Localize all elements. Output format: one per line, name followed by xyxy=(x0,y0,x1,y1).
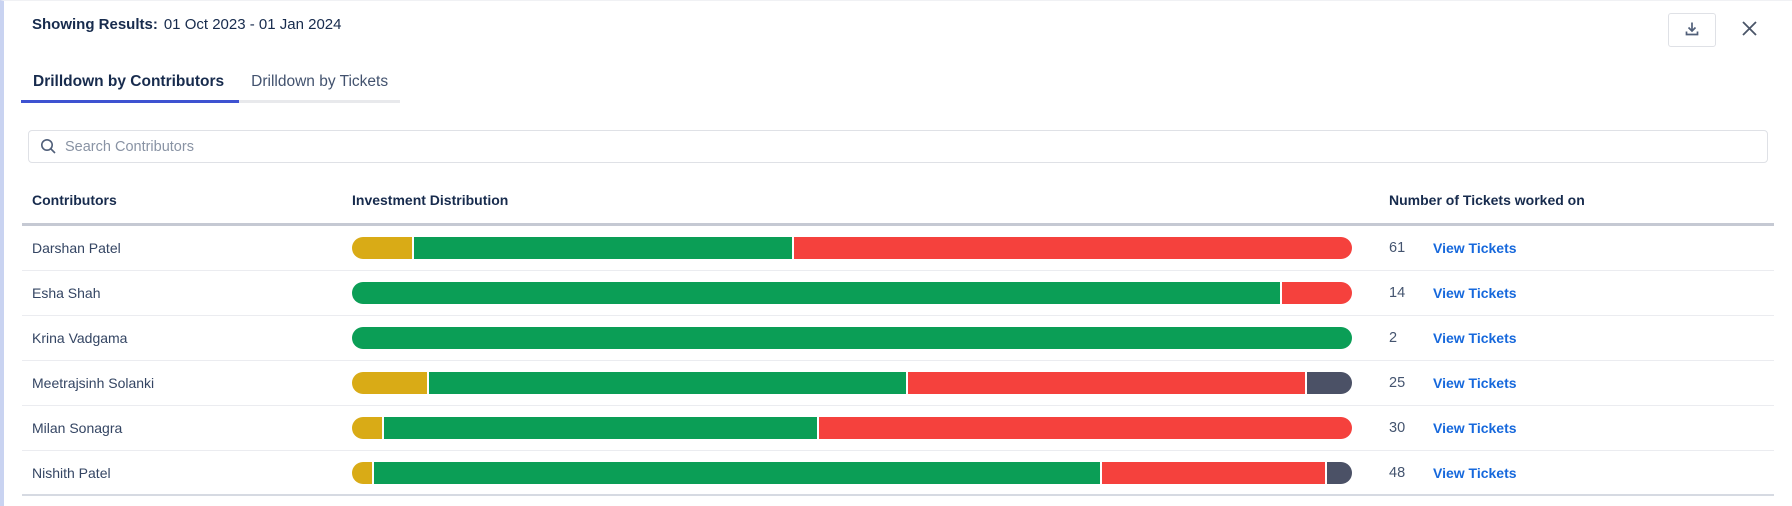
investment-distribution-bar xyxy=(352,417,1352,439)
column-header-investment-distribution: Investment Distribution xyxy=(352,191,509,208)
investment-distribution-bar xyxy=(352,282,1352,304)
red-segment[interactable] xyxy=(1282,282,1352,304)
investment-distribution-bar xyxy=(352,372,1352,394)
contributor-name: Milan Sonagra xyxy=(32,420,123,436)
search-bar xyxy=(28,130,1768,163)
slate-segment[interactable] xyxy=(1327,461,1352,484)
green-segment[interactable] xyxy=(352,327,1352,349)
green-segment[interactable] xyxy=(413,237,793,259)
table-row: Esha Shah 14 View Tickets xyxy=(22,271,1774,316)
ticket-count: 14 xyxy=(1389,285,1406,301)
table-row: Darshan Patel 61 View Tickets xyxy=(22,226,1774,271)
table-row: Milan Sonagra 30 View Tickets xyxy=(22,406,1774,451)
ticket-count: 2 xyxy=(1389,330,1398,346)
investment-distribution-cell xyxy=(352,417,1352,439)
view-tickets-link[interactable]: View Tickets xyxy=(1433,464,1517,481)
table-header-row: Contributors Investment Distribution Num… xyxy=(22,176,1774,226)
tickets-cell: 25 View Tickets xyxy=(1352,375,1774,391)
investment-distribution-bar xyxy=(352,461,1352,484)
contributor-name: Nishith Patel xyxy=(32,464,111,481)
ticket-count: 25 xyxy=(1389,375,1406,391)
view-tickets-link[interactable]: View Tickets xyxy=(1433,420,1517,436)
green-segment[interactable] xyxy=(383,417,818,439)
contributor-name: Darshan Patel xyxy=(32,240,121,256)
investment-distribution-cell xyxy=(352,327,1352,349)
investment-distribution-cell xyxy=(352,237,1353,259)
investment-distribution-bar xyxy=(352,327,1352,349)
red-segment[interactable] xyxy=(907,372,1306,394)
view-tickets-link[interactable]: View Tickets xyxy=(1433,240,1517,256)
search-input[interactable] xyxy=(28,130,1768,163)
green-segment[interactable] xyxy=(428,372,906,394)
investment-distribution-cell xyxy=(352,461,1352,484)
red-segment[interactable] xyxy=(1101,461,1326,484)
contributor-name: Esha Shah xyxy=(32,285,101,301)
ticket-count: 30 xyxy=(1389,420,1406,436)
slate-segment[interactable] xyxy=(1307,372,1352,394)
green-segment[interactable] xyxy=(352,282,1281,304)
gold-segment[interactable] xyxy=(352,237,412,259)
red-segment[interactable] xyxy=(794,237,1353,259)
green-segment[interactable] xyxy=(373,461,1100,484)
search-icon xyxy=(39,137,58,161)
showing-results-label: Showing Results: xyxy=(32,16,158,33)
top-actions xyxy=(1668,13,1764,47)
close-button[interactable] xyxy=(1734,15,1764,45)
investment-distribution-cell xyxy=(352,282,1352,304)
tab-bar: Drilldown by Contributors Drilldown by T… xyxy=(21,63,1792,103)
tickets-cell: 30 View Tickets xyxy=(1352,420,1774,436)
showing-results-value: 01 Oct 2023 - 01 Jan 2024 xyxy=(163,16,342,33)
showing-results: Showing Results: 01 Oct 2023 - 01 Jan 202… xyxy=(32,15,341,35)
tickets-cell: 14 View Tickets xyxy=(1352,285,1774,301)
ticket-count: 48 xyxy=(1389,464,1406,481)
view-tickets-link[interactable]: View Tickets xyxy=(1433,375,1517,391)
contributor-name: Meetrajsinh Solanki xyxy=(32,375,155,391)
table-row: Krina Vadgama 2 View Tickets xyxy=(22,316,1774,361)
ticket-count: 61 xyxy=(1389,240,1406,256)
investment-distribution-cell xyxy=(352,372,1352,394)
top-bar: Showing Results: 01 Oct 2023 - 01 Jan 202… xyxy=(4,1,1792,53)
contributors-table: Contributors Investment Distribution Num… xyxy=(22,176,1774,496)
gold-segment[interactable] xyxy=(352,417,382,439)
download-icon xyxy=(1683,20,1701,41)
investment-distribution-bar xyxy=(352,237,1353,259)
table-body: Darshan Patel 61 View Tickets Esha Shah 14 Vi… xyxy=(22,226,1774,496)
gold-segment[interactable] xyxy=(352,372,427,394)
tickets-cell: 48 View Tickets xyxy=(1352,465,1774,481)
download-button[interactable] xyxy=(1668,13,1716,47)
contributor-name: Krina Vadgama xyxy=(32,330,128,346)
close-icon xyxy=(1739,18,1760,42)
red-segment[interactable] xyxy=(819,417,1352,439)
view-tickets-link[interactable]: View Tickets xyxy=(1433,330,1517,346)
tab-drilldown-by-contributors[interactable]: Drilldown by Contributors xyxy=(21,63,240,103)
table-row: Nishith Patel 48 View Tickets xyxy=(22,451,1774,496)
tickets-cell: 61 View Tickets xyxy=(1352,240,1774,256)
column-header-number-of-tickets: Number of Tickets worked on xyxy=(1389,191,1585,208)
tab-drilldown-by-tickets[interactable]: Drilldown by Tickets xyxy=(239,63,401,103)
view-tickets-link[interactable]: View Tickets xyxy=(1433,285,1517,301)
column-header-contributors: Contributors xyxy=(32,191,117,208)
tickets-cell: 2 View Tickets xyxy=(1352,330,1774,346)
table-row: Meetrajsinh Solanki 25 View Tickets xyxy=(22,361,1774,406)
gold-segment[interactable] xyxy=(352,461,372,484)
